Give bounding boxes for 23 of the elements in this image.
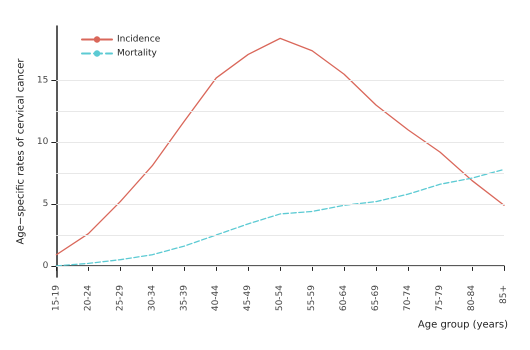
y-tick-label: 5 — [42, 199, 48, 210]
x-tick-label: 20-24 — [83, 284, 94, 312]
y-tick-label: 10 — [36, 137, 49, 148]
x-tick-label: 45-49 — [243, 284, 254, 312]
y-tick-label: 0 — [42, 260, 49, 271]
x-tick-label: 65-69 — [371, 284, 382, 312]
x-tick-label: 40-44 — [211, 284, 222, 312]
x-axis-title: Age group (years) — [418, 320, 508, 330]
legend-label: Mortality — [117, 48, 158, 58]
x-tick-label: 30-34 — [147, 284, 158, 312]
y-tick-label: 15 — [36, 75, 48, 86]
x-tick-label: 55-59 — [307, 284, 318, 312]
x-tick-label: 15-19 — [51, 284, 62, 312]
y-axis-title: Age−specific rates of cervical cancer — [16, 58, 26, 244]
x-tick-label: 25-29 — [115, 284, 126, 312]
x-tick-label: 60-64 — [339, 284, 350, 312]
x-tick-label: 85+ — [499, 285, 509, 304]
x-tick-label: 75-79 — [435, 284, 446, 312]
x-tick-label: 70-74 — [403, 284, 414, 312]
x-tick-label: 35-39 — [179, 284, 190, 312]
x-tick-label: 50-54 — [275, 284, 286, 312]
legend-label: Incidence — [117, 34, 161, 44]
x-tick-label: 80-84 — [467, 284, 478, 312]
